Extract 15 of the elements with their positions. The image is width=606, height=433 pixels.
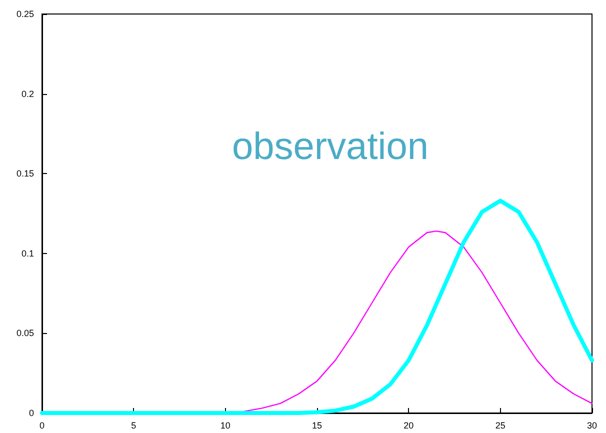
- x-tick-label: 20: [404, 420, 414, 430]
- x-tick-label: 0: [39, 420, 45, 430]
- y-tick-label: 0.1: [21, 248, 34, 258]
- y-tick-label: 0.25: [16, 9, 34, 19]
- annotation: observation: [232, 126, 428, 168]
- line-series: [243, 230, 593, 412]
- x-tick-label: 15: [312, 420, 322, 430]
- x-tick-label: 10: [220, 420, 230, 430]
- x-tick-label: 25: [495, 420, 506, 430]
- y-tick-label: 0.05: [16, 328, 34, 338]
- y-tick-label: 0.2: [21, 88, 34, 99]
- x-tick-label: 5: [131, 420, 136, 430]
- y-tick-label: 0: [28, 408, 34, 418]
- y-tick-label: 0.15: [16, 168, 34, 179]
- x-tick-label: 30: [586, 420, 598, 430]
